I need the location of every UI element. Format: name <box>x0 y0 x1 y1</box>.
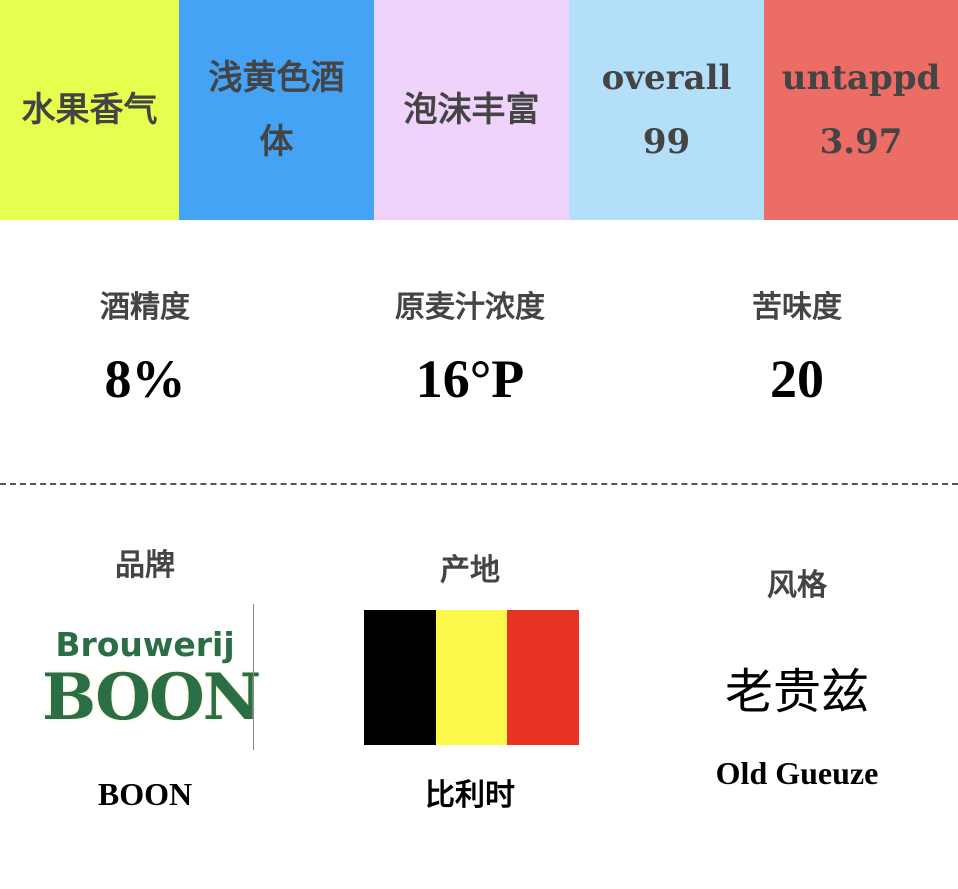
stat-gravity-label: 原麦汁浓度 <box>395 290 545 325</box>
brand-label: 品牌 <box>115 548 175 583</box>
tag-rich-foam: 泡沫丰富 <box>374 0 569 220</box>
origin-label: 产地 <box>440 553 500 588</box>
stat-ibu-label: 苦味度 <box>752 290 842 325</box>
score-overall: overall 99 <box>569 0 764 220</box>
score-value: 99 <box>642 122 691 162</box>
style-label: 风格 <box>767 568 827 603</box>
tag-text: 水果香气 <box>21 90 158 130</box>
tag-pale-yellow-body: 浅黄色酒体 <box>179 0 374 220</box>
tag-text: 浅黄色酒体 <box>208 58 345 162</box>
logo-border-line <box>253 604 254 750</box>
origin-name: 比利时 <box>425 778 515 813</box>
score-untappd: untappd 3.97 <box>764 0 958 220</box>
stat-ibu-value: 20 <box>770 349 824 409</box>
brand-logo: Brouwerij BOON <box>42 625 261 735</box>
stat-gravity-value: 16°P <box>415 349 525 409</box>
score-value: 3.97 <box>819 122 903 162</box>
style-name: Old Gueuze <box>715 755 879 791</box>
tag-text: 泡沫丰富 <box>403 90 540 130</box>
score-label: untappd <box>781 58 941 98</box>
dashed-divider <box>0 483 958 485</box>
score-label: overall <box>601 58 732 98</box>
brand-name: BOON <box>97 776 193 812</box>
stat-abv-label: 酒精度 <box>100 290 190 325</box>
stat-abv-value: 8% <box>104 349 186 409</box>
style-cn: 老贵兹 <box>724 664 869 720</box>
tag-fruity-aroma: 水果香气 <box>0 0 179 220</box>
belgium-flag-icon <box>364 610 580 745</box>
